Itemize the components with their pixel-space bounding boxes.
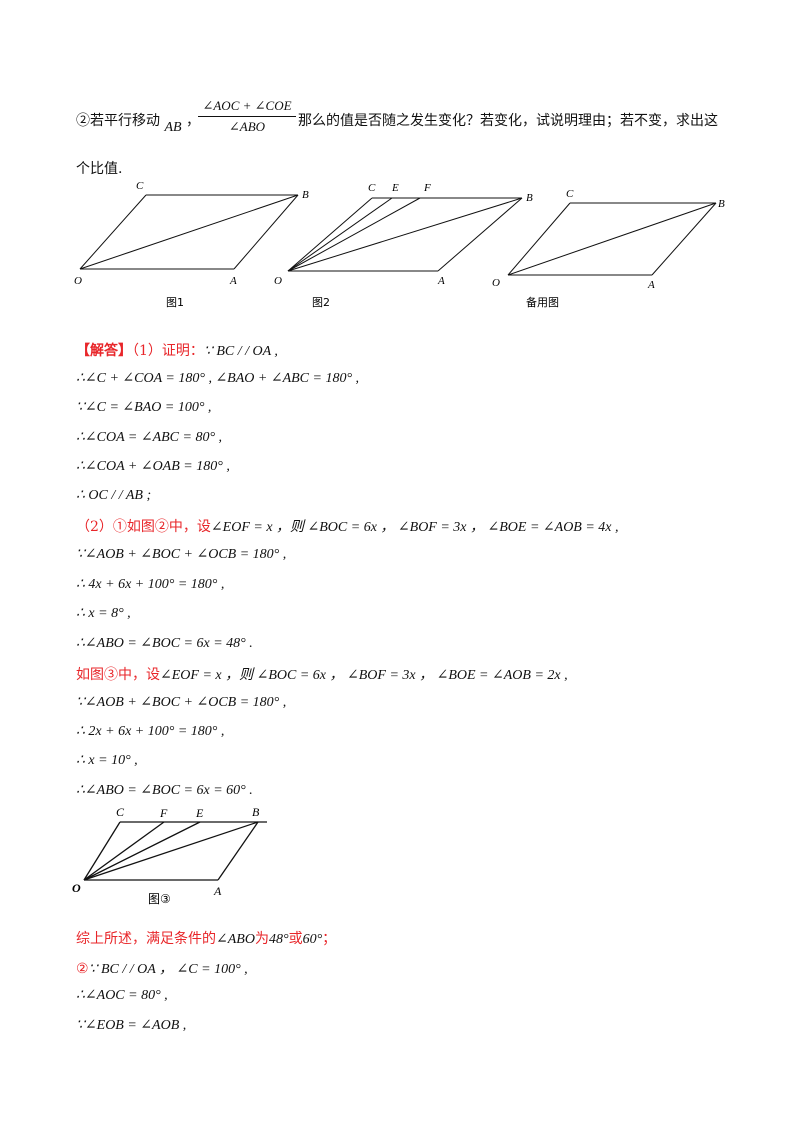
figure-1 xyxy=(79,194,299,270)
fig3-label-c: C xyxy=(116,805,125,819)
spare-label-b: B xyxy=(718,198,725,210)
solution-l15: ∴ x = 10° , xyxy=(76,753,138,768)
solution-l7: ∠EOF = x ，则 ∠BOC = 6x ， ∠BOF = 3x ， ∠BOE… xyxy=(210,520,619,535)
solution-line-18: ②∵ BC / / OA ， ∠C = 100° , xyxy=(76,958,248,978)
spare-label-o: O xyxy=(492,277,500,289)
solution-l12: ∠EOF = x ，则 ∠BOC = 6x ， ∠BOF = 3x ， ∠BOE… xyxy=(160,668,568,683)
ratio-fraction: ∠AOC + ∠COE ∠ABO xyxy=(198,98,296,135)
fraction-bar xyxy=(198,116,296,117)
fig2-label-o: O xyxy=(274,275,282,287)
figure-2 xyxy=(287,197,523,272)
figure-spare xyxy=(507,202,717,276)
solution-l9: ∴ 4x + 6x + 100° = 180° , xyxy=(76,577,225,592)
solution-l17-b: ∠ABO xyxy=(216,932,255,947)
solution-line-17: 综上所述，满足条件的∠ABO为48°或60°； xyxy=(76,928,336,948)
fig2-label-f: F xyxy=(423,182,431,194)
solution-l1: ∵ BC / / OA , xyxy=(203,344,278,359)
solution-l10: ∴ x = 8° , xyxy=(76,606,131,621)
question-suffix: 那么的值是否随之发生变化？若变化，试说明理由；若不变，求出这 xyxy=(298,113,718,129)
solution-l4: ∴∠COA = ∠ABC = 80° , xyxy=(76,430,223,445)
solution-part2-lead: （2）①如图②中，设 xyxy=(76,519,211,535)
fig2-caption: 图2 xyxy=(312,296,330,309)
solution-l17-e: 或 xyxy=(288,931,303,947)
fig3-label-e: E xyxy=(195,806,204,820)
solution-part2b-lead: ② xyxy=(76,961,89,977)
solution-l3: ∵∠C = ∠BAO = 100° , xyxy=(76,400,212,415)
solution-fig3-lead: 如图③中，设 xyxy=(76,667,160,683)
fig3-label-b: B xyxy=(252,805,260,819)
solution-l17-c: 为 xyxy=(254,931,269,947)
fig2-label-a: A xyxy=(437,275,445,287)
solution-l8: ∵∠AOB + ∠BOC + ∠OCB = 180° , xyxy=(76,547,287,562)
spare-caption: 备用图 xyxy=(526,295,559,309)
fig2-label-c: C xyxy=(368,182,376,194)
fig1-label-b: B xyxy=(302,189,309,201)
solution-l2: ∴∠C + ∠COA = 180° , ∠BAO + ∠ABC = 180° , xyxy=(76,371,360,386)
solution-l17-a: 综上所述，满足条件的 xyxy=(76,931,216,947)
figure-3: C F E B O A 图③ xyxy=(72,805,267,906)
solution-l13: ∵∠AOB + ∠BOC + ∠OCB = 180° , xyxy=(76,695,287,710)
solution-l5: ∴∠COA + ∠OAB = 180° , xyxy=(76,459,230,474)
question-line-2: 个比值. xyxy=(76,161,123,177)
fig3-label-o: O xyxy=(72,881,81,895)
spare-label-c: C xyxy=(566,188,574,200)
fig2-label-b: B xyxy=(526,192,533,204)
fraction-denominator: ∠ABO xyxy=(228,119,266,134)
solution-l18: ∵ BC / / OA ， ∠C = 100° , xyxy=(88,962,248,977)
solution-line-12: 如图③中，设∠EOF = x ，则 ∠BOC = 6x ， ∠BOF = 3x … xyxy=(76,664,568,684)
solution-l6: ∴ OC / / AB ; xyxy=(76,488,152,503)
solution-l11: ∴∠ABO = ∠BOC = 6x = 48° . xyxy=(76,636,253,651)
question-line-1: ②若平行移动 AB ， xyxy=(76,110,201,135)
solution-l19: ∴∠AOC = 80° , xyxy=(76,988,168,1003)
solution-l16: ∴∠ABO = ∠BOC = 6x = 60° . xyxy=(76,783,253,798)
fig1-label-c: C xyxy=(136,180,144,192)
solution-part1-lead: （1）证明： xyxy=(132,343,204,359)
question-prefix: ②若平行移动 xyxy=(76,113,160,129)
fig1-label-o: O xyxy=(74,275,82,287)
solution-l20: ∵∠EOB = ∠AOB , xyxy=(76,1018,187,1033)
figures-row: C B O A 图1 C E F B O A 图2 C B O A 备用图 xyxy=(74,180,725,309)
fig3-label-f: F xyxy=(159,806,168,820)
fig3-caption: 图③ xyxy=(148,892,171,906)
fig3-label-a: A xyxy=(213,884,222,898)
solution-l14: ∴ 2x + 6x + 100° = 180° , xyxy=(76,724,225,739)
solution-line-7: （2）①如图②中，设∠EOF = x ，则 ∠BOC = 6x ， ∠BOF =… xyxy=(76,516,619,536)
solution-line-1: 【解答】（1）证明：∵ BC / / OA , xyxy=(76,340,278,360)
fig1-caption: 图1 xyxy=(166,296,184,309)
question-comma: ， xyxy=(186,113,201,129)
fraction-numerator: ∠AOC + ∠COE xyxy=(202,98,292,113)
solution-l17-d: 48° xyxy=(268,932,289,947)
solution-l17-g: ； xyxy=(322,931,337,947)
solution-tag: 【解答】 xyxy=(76,343,132,359)
segment-ab: AB xyxy=(164,120,182,135)
spare-label-a: A xyxy=(647,279,655,291)
fig2-label-e: E xyxy=(391,182,399,194)
fig1-label-a: A xyxy=(229,275,237,287)
solution-l17-f: 60° xyxy=(302,932,323,947)
